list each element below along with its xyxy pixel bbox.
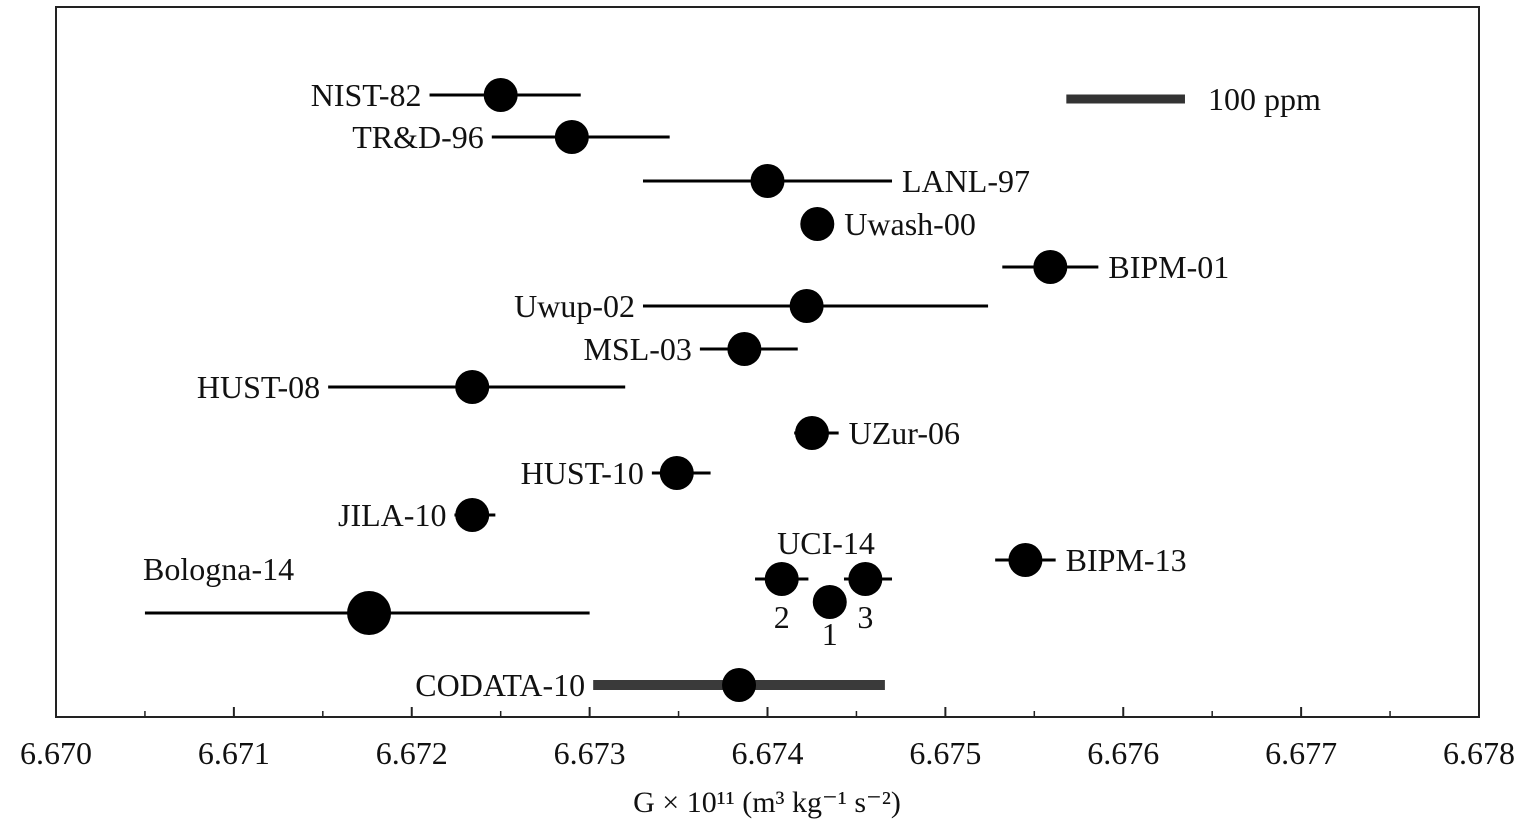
scale-bar-label: 100 ppm [1208, 81, 1321, 117]
data-marker [764, 562, 799, 596]
data-marker [1008, 543, 1043, 577]
point-label: BIPM-01 [1108, 249, 1229, 285]
data-point-hust-10: HUST-10 [521, 455, 711, 491]
scale-bar: 100 ppm [1066, 81, 1321, 117]
x-tick-label: 6.673 [554, 735, 626, 771]
data-points: NIST-82 TR&D-96 LANL-97 Uwash-00 BIPM-01 Uwup… [143, 77, 1229, 703]
point-label: HUST-10 [521, 455, 644, 491]
x-tick-label: 6.672 [376, 735, 448, 771]
x-tick-label: 6.677 [1265, 735, 1337, 771]
data-marker [727, 332, 762, 366]
data-marker [750, 164, 785, 198]
point-label: Uwup-02 [514, 288, 635, 324]
data-point-hust-08: HUST-08 [197, 369, 626, 405]
point-label: MSL-03 [583, 331, 691, 367]
data-point-jila-10: JILA-10 [338, 497, 496, 533]
uci-14-point-2: 2 [755, 562, 809, 635]
data-point-lanl-97: LANL-97 [642, 163, 1030, 199]
data-marker [800, 207, 835, 241]
data-marker [812, 585, 847, 619]
uci-sub-label: 1 [822, 616, 838, 652]
data-marker [848, 562, 883, 596]
data-point-bologna-14: Bologna-14 [143, 551, 590, 635]
data-marker [483, 78, 518, 112]
x-tick-label: 6.676 [1087, 735, 1159, 771]
uci-sub-label: 2 [774, 599, 790, 635]
x-axis-tick-labels: 6.670 6.671 6.672 6.673 6.674 6.675 6.676 6.677… [20, 735, 1515, 771]
data-point-uzur-06: UZur-06 [794, 415, 960, 451]
x-tick-label: 6.674 [732, 735, 804, 771]
data-point-uwup-02: Uwup-02 [514, 288, 989, 324]
data-marker [1033, 250, 1068, 284]
point-label: Bologna-14 [143, 551, 294, 587]
uci-14-point-3: 3 [843, 562, 893, 635]
uci-14-point-1: 1 [812, 585, 847, 652]
x-tick-label: 6.671 [198, 735, 270, 771]
data-point-tr-d-96: TR&D-96 [352, 119, 670, 155]
data-point-bipm-13: BIPM-13 [995, 542, 1187, 578]
point-label: TR&D-96 [352, 119, 484, 155]
point-label: LANL-97 [902, 163, 1030, 199]
uci-14-group: UCI-14 12 3 [755, 525, 893, 652]
x-tick-label: 6.678 [1443, 735, 1515, 771]
x-axis-label: G × 10¹¹ (m³ kg⁻¹ s⁻²) [633, 786, 901, 819]
data-marker [794, 416, 829, 450]
point-label: NIST-82 [311, 77, 422, 113]
point-label: BIPM-13 [1066, 542, 1187, 578]
point-label: HUST-08 [197, 369, 320, 405]
uci-sub-label: 3 [857, 599, 873, 635]
data-marker [455, 498, 490, 532]
x-tick-label: 6.670 [20, 735, 92, 771]
point-label: CODATA-10 [415, 667, 585, 703]
data-marker [554, 120, 589, 154]
x-tick-label: 6.675 [909, 735, 981, 771]
data-point-codata-10: CODATA-10 [415, 667, 885, 703]
x-axis-ticks [55, 707, 1480, 717]
data-marker [789, 289, 824, 323]
point-label: JILA-10 [338, 497, 446, 533]
data-marker [455, 370, 490, 404]
data-point-msl-03: MSL-03 [583, 331, 798, 367]
data-point-uwash-00: Uwash-00 [800, 206, 976, 242]
data-marker [347, 591, 392, 635]
data-marker [659, 456, 694, 490]
data-marker [722, 668, 757, 702]
data-point-bipm-01: BIPM-01 [1002, 249, 1229, 285]
point-label: Uwash-00 [844, 206, 976, 242]
point-label: UZur-06 [849, 415, 960, 451]
uci-14-label: UCI-14 [777, 525, 875, 561]
data-point-nist-82: NIST-82 [311, 77, 581, 113]
